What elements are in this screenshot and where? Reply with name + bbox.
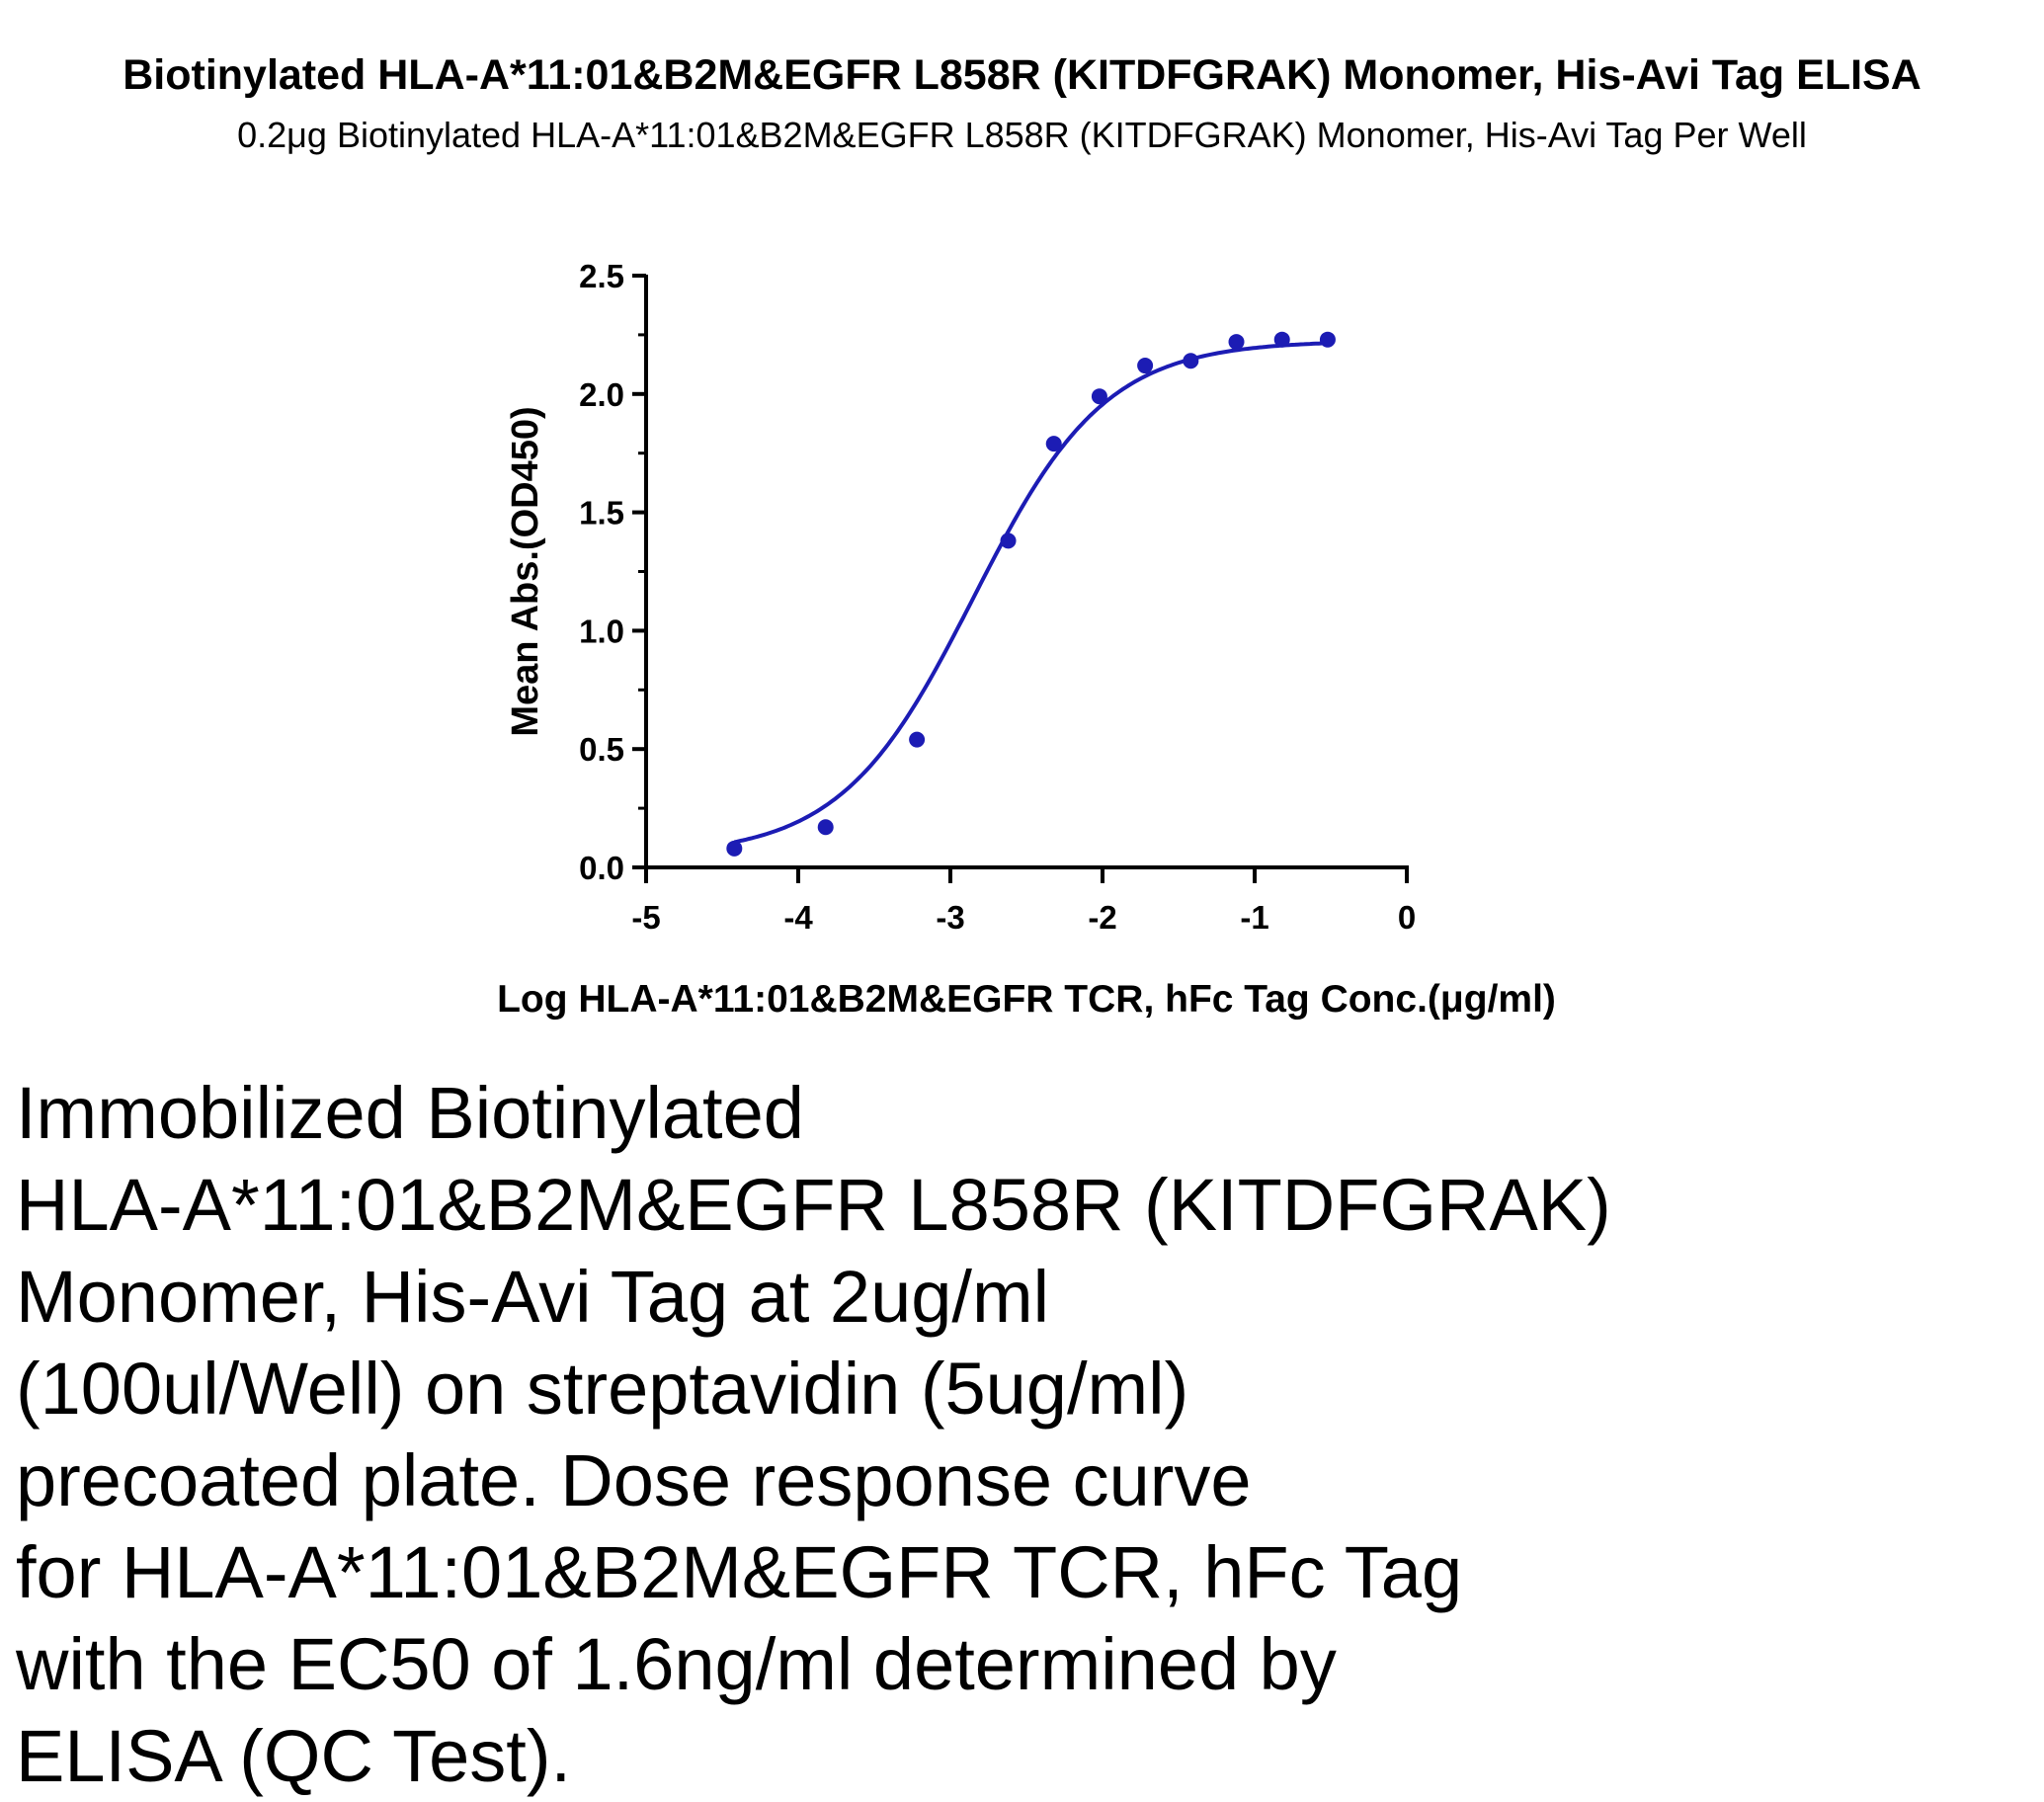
data-point [726, 840, 743, 857]
x-tick-label: -4 [783, 899, 813, 936]
chart-subtitle: 0.2μg Biotinylated HLA-A*11:01&B2M&EGFR … [237, 115, 1807, 155]
caption-line: HLA-A*11:01&B2M&EGFR L858R (KITDFGRAK) [16, 1164, 1611, 1246]
x-tick-label: 0 [1398, 899, 1416, 936]
data-point [1000, 532, 1017, 549]
caption-line: precoated plate. Dose response curve [16, 1439, 1252, 1521]
x-tick-label: -2 [1088, 899, 1116, 936]
y-tick-label: 2.0 [579, 376, 624, 413]
y-tick-label: 1.5 [579, 495, 624, 532]
y-tick-label: 0.5 [579, 731, 624, 768]
caption-line: (100ul/Well) on streptavidin (5ug/ml) [16, 1348, 1189, 1430]
y-tick-label: 2.5 [579, 258, 624, 294]
chart-title: Biotinylated HLA-A*11:01&B2M&EGFR L858R … [123, 51, 1921, 99]
y-tick-label: 1.0 [579, 613, 624, 649]
fit-curve [733, 341, 1328, 845]
caption-line: Monomer, His-Avi Tag at 2ug/ml [16, 1256, 1050, 1338]
data-point [1045, 436, 1062, 452]
elisa-dose-response-chart: 0.0 0.5 1.0 1.5 2.0 2.5 -5 -4 -3 -2 -1 0 Log HLA-A*… [497, 258, 1556, 1021]
data-point [1183, 353, 1199, 369]
data-point [1228, 334, 1245, 351]
caption-line: ELISA (QC Test). [16, 1715, 572, 1797]
x-tick-label: -5 [631, 899, 660, 936]
data-points [726, 331, 1336, 857]
caption: Immobilized Biotinylated HLA-A*11:01&B2M… [16, 1067, 2031, 1802]
y-tick-label: 0.0 [579, 850, 624, 886]
data-point [909, 731, 926, 748]
data-point [1273, 331, 1290, 348]
data-point [1091, 388, 1107, 405]
data-point [1319, 331, 1336, 348]
caption-line: with the EC50 of 1.6ng/ml determined by [16, 1623, 1337, 1705]
x-tick-label: -1 [1240, 899, 1268, 936]
axes: 0.0 0.5 1.0 1.5 2.0 2.5 -5 -4 -3 -2 -1 0 [579, 258, 1416, 936]
data-point [817, 819, 834, 836]
data-point [1137, 358, 1154, 374]
x-tick-label: -3 [936, 899, 964, 936]
caption-line: Immobilized Biotinylated [16, 1072, 804, 1154]
y-axis-label: Mean Abs.(OD450) [505, 406, 546, 736]
x-axis-label: Log HLA-A*11:01&B2M&EGFR TCR, hFc Tag Co… [497, 978, 1556, 1021]
caption-line: for HLA-A*11:01&B2M&EGFR TCR, hFc Tag [16, 1531, 1463, 1613]
